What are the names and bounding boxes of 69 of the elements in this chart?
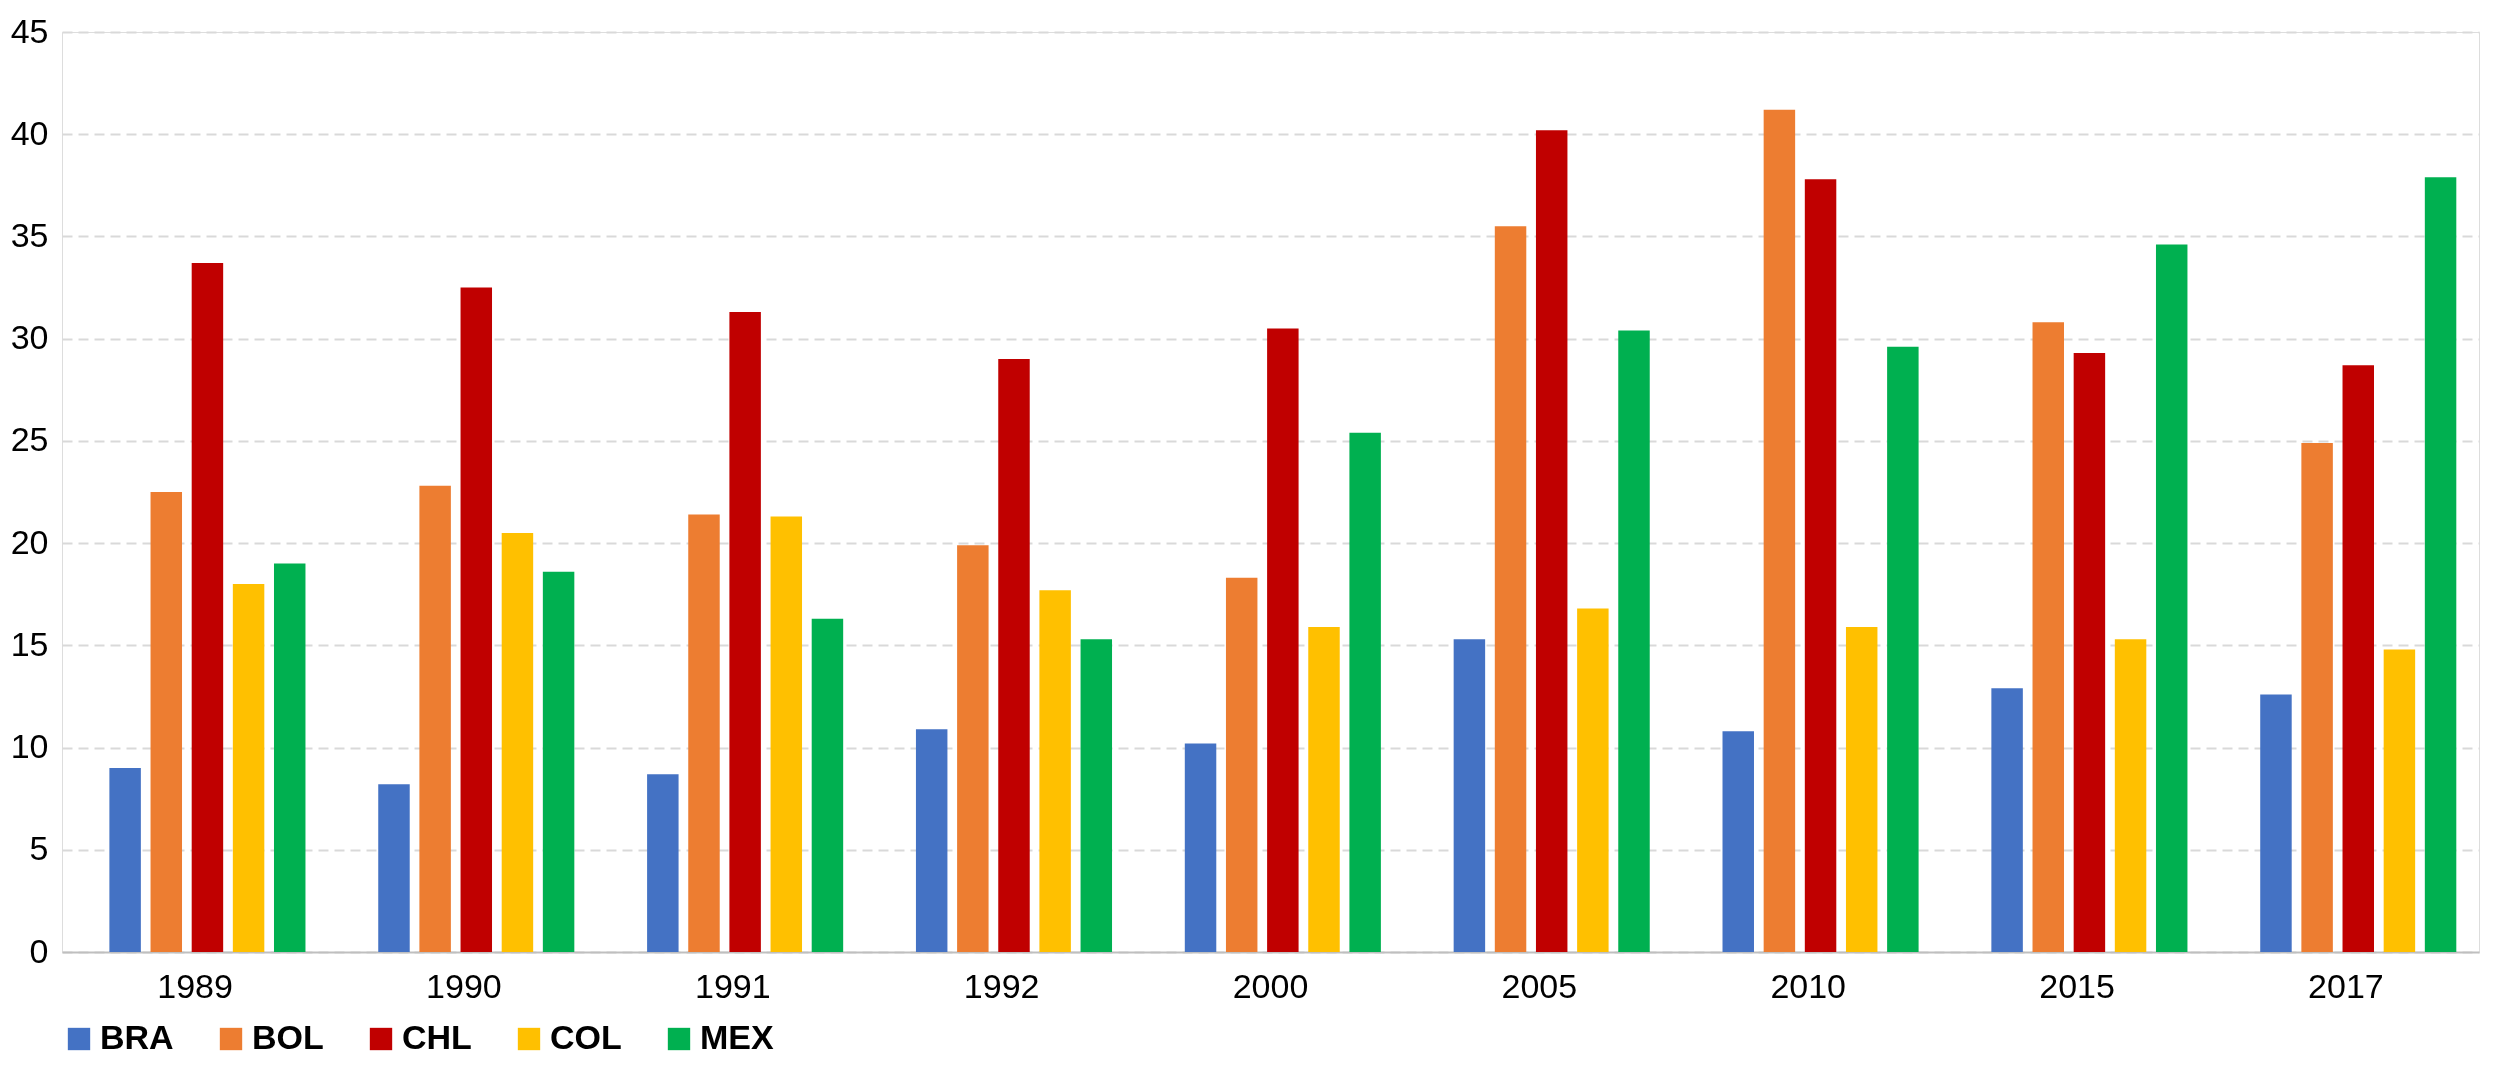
- bar: [729, 312, 761, 952]
- bar: [1039, 590, 1071, 952]
- bar: [542, 571, 575, 952]
- bar: [1308, 626, 1340, 952]
- y-tick-label: 45: [10, 11, 49, 50]
- bar: [501, 532, 534, 952]
- bar: [770, 516, 803, 952]
- bar: [1494, 226, 1527, 952]
- bar: [915, 729, 948, 952]
- bar: [1722, 731, 1754, 952]
- bar: [232, 584, 265, 952]
- bar: [957, 545, 989, 952]
- x-tick-label: 2000: [1232, 966, 1309, 1005]
- bar: [2032, 322, 2064, 952]
- bar: [2155, 244, 2188, 952]
- bar: [811, 618, 844, 952]
- x-tick-label: 2005: [1501, 966, 1578, 1005]
- bar: [2260, 694, 2292, 952]
- x-tick-label: 2010: [1770, 966, 1847, 1005]
- bar: [2342, 365, 2374, 952]
- x-tick-label: 1990: [426, 966, 502, 1005]
- bar: [1535, 130, 1568, 952]
- bar: [1618, 330, 1650, 952]
- y-tick-label: 40: [10, 113, 49, 152]
- bar: [688, 514, 720, 952]
- x-tick-label: 1989: [157, 966, 233, 1005]
- y-tick-label: 10: [10, 727, 49, 766]
- x-tick-label: 1992: [963, 966, 1040, 1005]
- x-tick-label: 2015: [2039, 966, 2115, 1005]
- bar: [998, 359, 1030, 952]
- bar: [378, 784, 410, 952]
- bar: [1991, 688, 2023, 952]
- bar: [1349, 432, 1381, 952]
- y-tick-label: 5: [29, 829, 49, 868]
- legend-label: BRA: [100, 1018, 174, 1056]
- bar: [2073, 352, 2106, 952]
- bar: [109, 768, 141, 952]
- bar: [419, 485, 451, 952]
- bar: [1225, 577, 1258, 952]
- bar: [1577, 608, 1609, 952]
- bar: [191, 263, 224, 952]
- y-tick-label: 20: [10, 522, 49, 561]
- bar: [2424, 177, 2457, 952]
- y-tick-label: 35: [10, 215, 49, 254]
- y-tick-label: 30: [10, 318, 49, 357]
- bar: [2383, 649, 2416, 952]
- bar: [2301, 442, 2333, 952]
- bar: [460, 287, 493, 952]
- legend-label: BOL: [252, 1018, 324, 1056]
- legend-label: CHL: [402, 1018, 472, 1056]
- x-tick-label: 2017: [2308, 966, 2384, 1005]
- bar: [1267, 328, 1299, 952]
- bar: [1453, 639, 1486, 952]
- bar: [273, 563, 306, 952]
- bar: [1887, 346, 1919, 952]
- bar: [647, 774, 679, 952]
- legend-label: MEX: [700, 1018, 774, 1056]
- bar: [1184, 743, 1217, 952]
- bar: [1804, 179, 1837, 952]
- y-tick-label: 25: [10, 420, 49, 459]
- y-tick-label: 15: [10, 624, 49, 663]
- bar: [1080, 639, 1113, 952]
- legend-label: COL: [550, 1018, 622, 1056]
- y-tick-label: 0: [29, 931, 49, 970]
- bar: [2114, 639, 2147, 952]
- x-tick-label: 1991: [694, 966, 771, 1005]
- bar: [1763, 109, 1796, 952]
- bar: [150, 492, 183, 952]
- bar: [1845, 626, 1878, 952]
